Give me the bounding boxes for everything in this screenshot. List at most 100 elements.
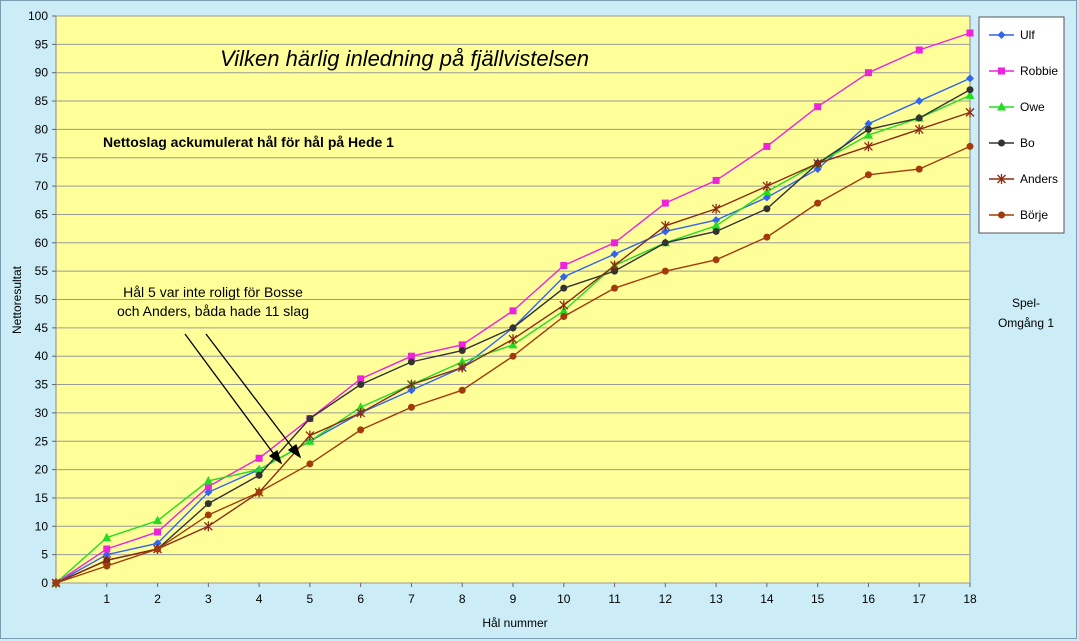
data-point xyxy=(712,176,720,184)
data-point xyxy=(997,174,1006,184)
data-point xyxy=(763,142,771,150)
y-tick-label: 100 xyxy=(28,9,48,23)
data-point xyxy=(357,426,365,434)
data-point xyxy=(864,171,872,179)
data-point xyxy=(712,216,721,225)
data-point xyxy=(255,471,263,479)
data-point xyxy=(998,67,1005,75)
data-point xyxy=(762,181,772,192)
y-tick-label: 10 xyxy=(35,519,49,533)
data-point xyxy=(814,103,822,111)
y-tick-label: 5 xyxy=(41,548,48,562)
y-tick-label: 15 xyxy=(35,491,49,505)
data-point xyxy=(204,488,213,497)
data-point xyxy=(966,29,974,37)
data-point xyxy=(998,211,1005,219)
data-point xyxy=(407,403,415,411)
data-point xyxy=(509,307,517,315)
data-point xyxy=(154,528,162,536)
data-point xyxy=(255,488,263,496)
y-tick-label: 50 xyxy=(35,293,49,307)
data-point xyxy=(560,284,568,292)
data-point xyxy=(457,356,467,366)
legend-item: Robbie xyxy=(989,64,1058,78)
x-tick-label: 3 xyxy=(205,592,212,606)
data-point xyxy=(204,483,212,491)
data-point xyxy=(610,250,619,259)
x-tick-label: 17 xyxy=(913,592,927,606)
x-tick-label: 11 xyxy=(608,592,621,606)
y-tick-label: 65 xyxy=(35,207,49,221)
data-point xyxy=(997,31,1006,39)
data-point xyxy=(814,199,822,207)
legend-label: Anders xyxy=(1020,172,1058,186)
data-point xyxy=(560,313,568,321)
series-börje xyxy=(52,142,974,587)
data-point xyxy=(864,125,872,133)
data-point xyxy=(965,90,975,99)
x-tick-label: 7 xyxy=(408,592,415,606)
legend-label: Robbie xyxy=(1020,64,1058,78)
y-tick-label: 40 xyxy=(35,349,49,363)
data-point xyxy=(864,69,872,77)
data-point xyxy=(559,300,569,311)
x-tick-label: 13 xyxy=(709,592,723,606)
data-point xyxy=(915,46,923,54)
chart-title: Vilken härlig inledning på fjällvistelse… xyxy=(220,46,589,71)
data-point xyxy=(356,402,366,411)
data-point xyxy=(52,579,60,587)
legend-label: Ulf xyxy=(1020,28,1035,42)
data-point xyxy=(611,267,619,275)
data-point xyxy=(357,381,365,389)
legend-item: Bo xyxy=(989,136,1035,150)
legend-box xyxy=(978,16,1065,234)
y-tick-label: 25 xyxy=(35,434,49,448)
data-point xyxy=(406,379,416,390)
data-point xyxy=(153,539,162,548)
data-point xyxy=(966,86,974,94)
data-point xyxy=(203,475,213,485)
y-tick-label: 85 xyxy=(35,94,49,108)
chart-subtitle: Nettoslag ackumulerat hål för hål på Hed… xyxy=(103,134,394,150)
data-point xyxy=(712,227,720,235)
data-point xyxy=(813,158,823,169)
data-point xyxy=(863,141,873,152)
data-point xyxy=(966,74,974,83)
y-tick-label: 90 xyxy=(35,66,49,80)
data-point xyxy=(509,324,517,332)
x-tick-label: 12 xyxy=(659,592,673,606)
x-tick-label: 16 xyxy=(862,592,876,606)
series-layer xyxy=(51,29,975,588)
data-point xyxy=(509,352,517,360)
legend-item: Owe xyxy=(989,100,1045,114)
annotation-line-2: och Anders, båda hade 11 slag xyxy=(117,303,309,319)
data-point xyxy=(813,165,822,174)
y-tick-label: 95 xyxy=(35,37,49,51)
data-point xyxy=(357,375,365,383)
data-point xyxy=(661,239,669,247)
data-point xyxy=(864,119,873,128)
data-point xyxy=(102,550,111,559)
side-label-line-2: Omgång 1 xyxy=(998,316,1054,330)
annotation-arrows xyxy=(184,333,302,465)
y-axis-title: Nettoresultat xyxy=(10,265,24,334)
data-point xyxy=(660,220,670,231)
x-tick-label: 18 xyxy=(963,592,977,606)
data-point xyxy=(661,227,670,236)
data-point xyxy=(915,114,923,122)
data-point xyxy=(763,233,771,241)
y-tick-label: 35 xyxy=(35,378,49,392)
x-tick-label: 1 xyxy=(103,592,110,606)
data-point xyxy=(305,430,315,441)
data-point xyxy=(306,415,314,423)
data-point xyxy=(863,130,873,139)
x-tick-label: 10 xyxy=(557,592,571,606)
legend-item: Ulf xyxy=(989,28,1035,42)
data-point xyxy=(508,334,518,345)
data-point xyxy=(306,460,314,468)
x-tick-label: 8 xyxy=(459,592,466,606)
data-point xyxy=(204,511,212,519)
x-tick-label: 4 xyxy=(256,592,263,606)
